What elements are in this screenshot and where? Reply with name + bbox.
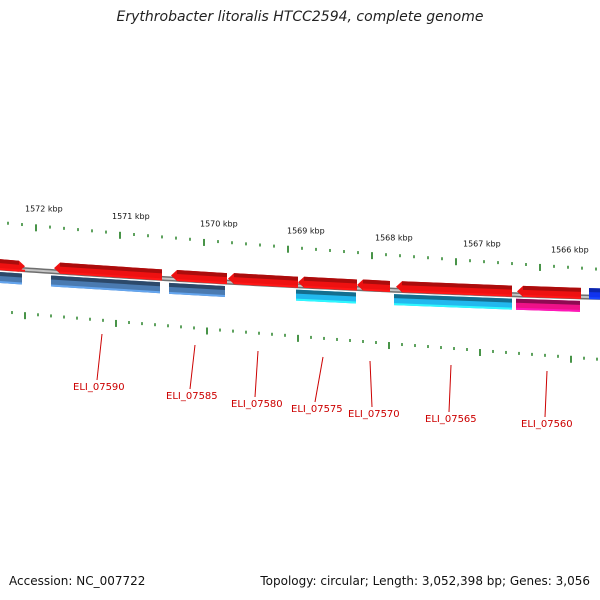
ruler-label: 1568 kbp (375, 233, 413, 242)
gene-label: ELI_07570 (348, 409, 400, 420)
gene-feature (396, 281, 512, 297)
gene-label: ELI_07580 (231, 399, 283, 410)
gene-feature (0, 259, 25, 272)
ruler-label: 1566 kbp (551, 246, 589, 255)
ruler-label: 1570 kbp (200, 220, 238, 229)
topology-text: Topology: circular; Length: 3,052,398 bp… (260, 574, 590, 588)
gene-feature (171, 269, 227, 285)
gene-feature (296, 289, 356, 304)
ruler-labels: 1572 kbp 1571 kbp 1570 kbp 1569 kbp 1568 kbp… (25, 204, 589, 254)
gene-feature (516, 298, 580, 312)
gene-feature (0, 271, 22, 285)
gene-feature (54, 262, 162, 281)
gene-track (0, 259, 600, 312)
gene-label-leaders (96, 333, 548, 418)
gene-label: ELI_07560 (521, 419, 573, 430)
gene-feature (298, 276, 357, 291)
gene-feature (169, 282, 225, 297)
gene-feature (357, 279, 390, 292)
ruler-label: 1567 kbp (463, 240, 501, 249)
accession-text: Accession: NC_007722 (9, 574, 146, 588)
ruler-label: 1569 kbp (287, 227, 325, 236)
ruler-label: 1572 kbp (25, 204, 63, 213)
genome-title: Erythrobacter litoralis HTCC2594, comple… (116, 9, 484, 25)
gene-label: ELI_07575 (291, 404, 343, 415)
gene-feature (517, 285, 581, 299)
gene-feature (228, 273, 298, 288)
gene-label: ELI_07565 (425, 414, 477, 425)
ruler-ticks (7, 221, 598, 363)
gene-feature (394, 294, 512, 310)
gene-labels: ELI_07590 ELI_07585 ELI_07580 ELI_07575 ELI_… (73, 382, 573, 430)
gene-label: ELI_07590 (73, 382, 125, 393)
ruler-label: 1571 kbp (112, 212, 150, 221)
gene-label: ELI_07585 (166, 391, 218, 402)
gene-feature (589, 288, 600, 300)
gene-feature (51, 275, 160, 294)
